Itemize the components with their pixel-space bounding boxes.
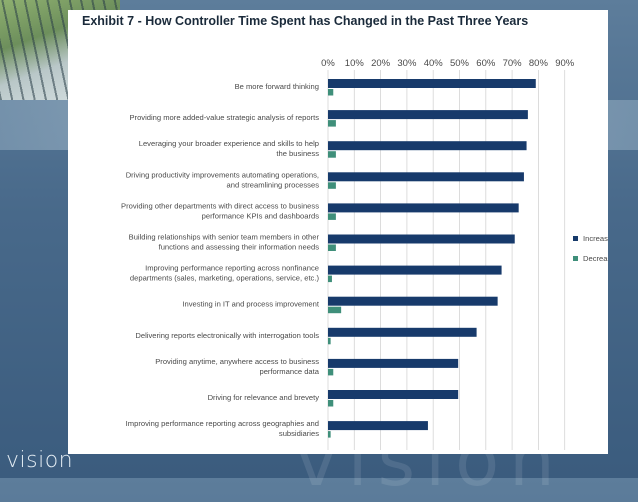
category-label: Delivering reports electronically with i… (135, 331, 319, 340)
x-tick-label: 30% (397, 58, 417, 69)
category-label: Building relationships with senior team … (129, 233, 320, 252)
bar-increase (328, 172, 524, 182)
legend-label-increase: Increase (583, 234, 608, 243)
bar-decrease (328, 431, 331, 438)
bar-increase (328, 110, 528, 120)
category-label: Investing in IT and process improvement (182, 300, 320, 309)
category-label: Providing anytime, anywhere access to bu… (155, 357, 320, 376)
bar-increase (328, 421, 428, 431)
bar-decrease (328, 89, 334, 96)
category-label: Providing more added-value strategic ana… (129, 113, 319, 122)
x-tick-label: 90% (555, 58, 575, 69)
brand-logo-text: vision (6, 448, 74, 473)
bar-decrease (328, 337, 331, 345)
bar-increase (328, 141, 527, 151)
bar-decrease (328, 182, 336, 189)
category-label: Driving productivity improvements automa… (126, 170, 320, 189)
bar-increase (328, 265, 502, 275)
chart-title: Exhibit 7 - How Controller Time Spent ha… (82, 14, 529, 28)
x-tick-label: 0% (321, 58, 335, 69)
bar-decrease (328, 306, 342, 314)
x-tick-label: 40% (424, 58, 444, 69)
bar-decrease (328, 151, 336, 158)
bar-decrease (328, 213, 336, 220)
bar-increase (328, 234, 515, 244)
x-tick-label: 80% (529, 58, 549, 69)
bar-decrease (328, 400, 334, 407)
legend-label-decrease: Decrease (583, 254, 608, 263)
bar-decrease (328, 244, 336, 251)
x-tick-label: 50% (450, 58, 470, 69)
bar-decrease (328, 368, 334, 376)
bar-increase (328, 358, 459, 368)
legend-swatch-increase (573, 236, 578, 241)
x-tick-label: 60% (476, 58, 496, 69)
category-label: Improving performance reporting across n… (130, 264, 320, 283)
bar-chart: 0% 10% 20% 30% 40% 50% 60% 70% 80% 90% Be more for… (121, 58, 608, 450)
bar-increase (328, 390, 459, 399)
bar-increase (328, 296, 498, 306)
category-label: Driving for relevance and brevety (208, 393, 320, 402)
category-label: Be more forward thinking (235, 82, 319, 91)
category-label: Improving performance reporting across g… (126, 419, 320, 438)
legend-swatch-decrease (573, 256, 578, 261)
category-label: Providing other departments with direct … (121, 201, 319, 220)
x-tick-label: 20% (371, 58, 391, 69)
x-tick-label: 10% (345, 58, 365, 69)
category-label: Leveraging your broader experience and s… (139, 139, 319, 158)
bar-increase (328, 79, 536, 88)
bar-decrease (328, 120, 336, 127)
bar-increase (328, 327, 477, 337)
x-tick-label: 70% (503, 58, 523, 69)
bar-decrease (328, 275, 332, 283)
chart-panel: Exhibit 7 - How Controller Time Spent ha… (68, 10, 608, 454)
bar-increase (328, 203, 519, 213)
